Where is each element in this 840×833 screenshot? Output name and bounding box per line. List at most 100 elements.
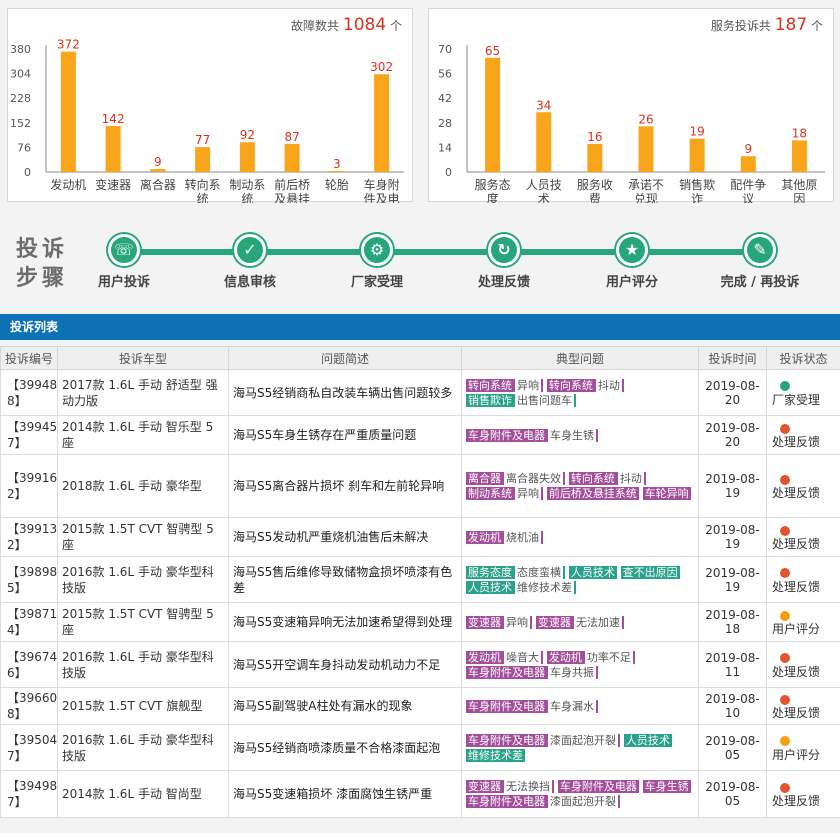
issue-tag[interactable]: 人员技术	[623, 733, 672, 747]
complaint-summary-link[interactable]: 海马S5变速箱异响无法加速希望得到处理	[228, 602, 462, 642]
table-row[interactable]: 【39948 8】 2017款 1.6L 手动 舒适型 强动力版 海马S5经销商私自…	[0, 369, 840, 416]
complaint-summary-link[interactable]: 海马S5经销商喷漆质量不合格漆面起泡	[228, 724, 462, 771]
issue-tag[interactable]: 车身附件及电器 车身共振	[466, 665, 598, 679]
status-label: 处理反馈	[772, 486, 821, 500]
y-tick-label: 0	[445, 166, 452, 179]
issue-tag-category: 销售欺诈	[468, 393, 512, 407]
issue-tag-detail: 异响	[504, 615, 530, 629]
complaint-total-count: 187	[774, 15, 808, 35]
issue-tag-category: 维修技术差	[468, 748, 523, 762]
complaint-summary-link[interactable]: 海马S5售后维修导致储物盒损坏喷漆有色差	[228, 556, 462, 603]
header-time: 投诉时间	[698, 346, 767, 370]
issue-tag-detail: 功率不足	[584, 650, 633, 664]
issue-tag[interactable]: 转向系统 异响	[466, 378, 543, 392]
issue-tag-category: 转向系统	[548, 378, 593, 392]
issue-tag[interactable]: 转向系统 抖动	[546, 378, 624, 392]
y-tick-label: 380	[10, 43, 31, 56]
issue-tag[interactable]: 变速器 无法加速	[535, 615, 624, 629]
table-row[interactable]: 【39674 6】 2016款 1.6L 手动 豪华型科技版 海马S5开空调车身抖动…	[0, 641, 840, 688]
issue-tag[interactable]: 维修技术差	[466, 748, 525, 762]
table-row[interactable]: 【39945 7】 2014款 1.6L 手动 智乐型 5座 海马S5车身生锈存在严…	[0, 415, 840, 455]
status-icon	[780, 610, 790, 621]
category-label: 统	[197, 192, 209, 203]
issue-tag[interactable]: 发动机 噪音大	[466, 650, 543, 664]
issue-tag[interactable]: 发动机 功率不足	[546, 650, 635, 664]
issue-tag[interactable]: 变速器 无法换挡	[466, 780, 554, 793]
typical-issues: 转向系统 异响 转向系统 抖动 销售欺诈 出售问题车	[461, 369, 699, 416]
table-row[interactable]: 【39913 2】 2015款 1.5T CVT 智骋型 5座 海马S5发动机严重烧…	[0, 517, 840, 557]
complaint-summary-link[interactable]: 海马S5离合器片损坏 刹车和左前轮异响	[228, 454, 462, 518]
fault-total-unit: 个	[389, 19, 402, 33]
category-label: 转向系	[185, 177, 221, 192]
issue-tag-category: 发动机	[468, 530, 501, 544]
issue-tag[interactable]: 查不出原因	[620, 565, 680, 579]
complaint-summary-link[interactable]: 海马S5车身生锈存在严重质量问题	[228, 415, 462, 455]
step-label: 厂家受理	[350, 275, 403, 290]
table-row[interactable]: 【39660 8】 2015款 1.5T CVT 旗舰型 海马S5副驾驶A柱处有漏水…	[0, 687, 840, 725]
issue-tag[interactable]: 车身附件及电器 漆面起泡开裂	[466, 795, 620, 808]
status-label: 厂家受理	[772, 392, 821, 407]
issue-tag[interactable]: 车身生锈	[642, 780, 691, 793]
step-label: 处理反馈	[477, 275, 530, 290]
issue-tag[interactable]: 前后桥及悬挂系统	[546, 487, 639, 500]
complaint-id: 【39945 7】	[0, 415, 58, 455]
complaint-time: 2019-08-19	[698, 556, 767, 603]
complaint-summary-link[interactable]: 海马S5经销商私自改装车辆出售问题较多	[228, 369, 462, 416]
bar-value-label: 372	[57, 38, 80, 52]
table-row[interactable]: 【39898 5】 2016款 1.6L 手动 豪华型科技版 海马S5售后维修导致储…	[0, 556, 840, 603]
issue-tag[interactable]: 车身附件及电器 车身漏水	[466, 699, 598, 713]
bar	[485, 57, 501, 172]
issue-tag-detail: 维修技术差	[515, 580, 574, 594]
category-label: 兑现	[634, 192, 658, 203]
complaint-id: 【39948 8】	[0, 369, 58, 416]
issue-tag[interactable]: 人员技术	[568, 565, 617, 579]
complaint-status: 用户评分	[766, 602, 840, 642]
table-row[interactable]: 【39498 7】 2014款 1.6L 手动 智尚型 海马S5变速箱损坏 漆面腐蚀…	[0, 770, 840, 818]
bar-value-label: 302	[370, 60, 393, 74]
issue-tag[interactable]: 车轮异响	[642, 487, 691, 500]
complaint-status: 用户评分	[766, 724, 840, 771]
category-label: 轮胎	[325, 178, 349, 192]
issue-tag[interactable]: 人员技术 维修技术差	[466, 580, 576, 594]
category-label: 及悬挂	[274, 192, 310, 203]
bar	[284, 143, 300, 172]
issue-tag[interactable]: 转向系统 抖动	[568, 472, 646, 485]
issue-tag[interactable]: 变速器 异响	[466, 615, 532, 629]
bar-value-label: 92	[240, 128, 255, 142]
header-status: 投诉状态	[766, 346, 840, 370]
complaint-id: 【39913 2】	[0, 517, 58, 557]
complaint-time: 2019-08-10	[698, 687, 767, 725]
steps-connector	[124, 249, 764, 255]
issue-tag[interactable]: 离合器 离合器失效	[466, 472, 565, 485]
table-row[interactable]: 【39871 4】 2015款 1.5T CVT 智骋型 5座 海马S5变速箱异响无…	[0, 602, 840, 642]
issue-tag[interactable]: 服务态度 态度蛮横	[466, 565, 565, 579]
issue-tag-detail: 漆面起泡开裂	[548, 733, 618, 747]
complaint-status: 处理反馈	[766, 415, 840, 455]
issue-tag[interactable]: 制动系统 异响	[466, 487, 543, 500]
issue-tag[interactable]: 车身附件及电器 车身生锈	[466, 428, 598, 442]
typical-issues: 变速器 异响 变速器 无法加速	[461, 602, 699, 642]
complaint-summary-link[interactable]: 海马S5开空调车身抖动发动机动力不足	[228, 641, 462, 688]
complaint-time: 2019-08-05	[698, 770, 767, 818]
issue-tag[interactable]: 销售欺诈 出售问题车	[466, 393, 576, 407]
table-row[interactable]: 【39916 2】 2018款 1.6L 手动 豪华型 海马S5离合器片损坏 刹车和…	[0, 454, 840, 518]
status-label: 用户评分	[772, 747, 821, 762]
step-5: ★ 用户评分	[582, 234, 682, 290]
issue-tag[interactable]: 车身附件及电器 漆面起泡开裂	[466, 733, 620, 747]
status-label: 处理反馈	[772, 435, 821, 449]
complaint-summary-link[interactable]: 海马S5副驾驶A柱处有漏水的现象	[228, 687, 462, 725]
issue-tag-detail: 无法加速	[573, 615, 622, 629]
car-model: 2016款 1.6L 手动 豪华型科技版	[57, 556, 229, 603]
status-icon	[780, 525, 790, 536]
table-row[interactable]: 【39504 7】 2016款 1.6L 手动 豪华型科技版 海马S5经销商喷漆质量…	[0, 724, 840, 771]
issue-tag-category: 离合器	[468, 472, 501, 485]
issue-tag[interactable]: 发动机 烧机油	[466, 530, 543, 544]
issue-tag-category: 车身附件及电器	[468, 665, 545, 679]
complaint-steps: 投诉 步骤 ☏ 用户投诉 ✓ 信息审核 ⚙ 厂家受理 ↻ 处理反馈 ★ 用户评分 ✎ 完成 / 再投诉	[0, 215, 840, 305]
y-tick-label: 70	[438, 43, 452, 56]
complaint-summary-link[interactable]: 海马S5发动机严重烧机油售后未解决	[228, 517, 462, 557]
complaint-summary-link[interactable]: 海马S5变速箱损坏 漆面腐蚀生锈严重	[228, 770, 462, 818]
issue-tag[interactable]: 车身附件及电器	[557, 780, 639, 793]
car-model: 2017款 1.6L 手动 舒适型 强动力版	[57, 369, 229, 416]
bar-value-label: 19	[690, 125, 705, 139]
